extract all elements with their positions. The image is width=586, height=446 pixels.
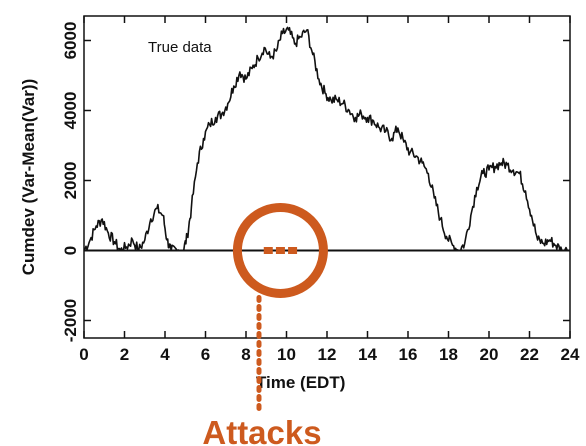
series-line-0 — [83, 26, 570, 252]
x-tick-label: 6 — [201, 345, 210, 364]
x-tick-label: 12 — [318, 345, 337, 364]
attack-label: Attacks — [202, 414, 321, 446]
x-tick-label: 18 — [439, 345, 458, 364]
x-tick-label: 16 — [399, 345, 418, 364]
series-label: True data — [148, 39, 212, 56]
y-tick-label: 6000 — [61, 22, 80, 60]
plot-frame — [83, 15, 571, 339]
y-tick-label: 2000 — [61, 162, 80, 200]
attack-marker-2 — [288, 247, 298, 254]
x-tick-label: 2 — [120, 345, 129, 364]
y-tick-label: 0 — [61, 246, 80, 255]
attack-marker-0 — [263, 247, 273, 254]
attack-marker-1 — [275, 247, 285, 254]
x-tick-label: 14 — [358, 345, 377, 364]
x-tick-label: 0 — [79, 345, 88, 364]
x-tick-label: 22 — [520, 345, 539, 364]
plot-layer: 0 2 4 6 8 10 12 14 16 18 20 22 24-20000200040006000T… — [19, 15, 580, 446]
y-tick-label: -2000 — [61, 299, 80, 342]
x-tick-label: 24 — [561, 345, 580, 364]
y-tick-label: 4000 — [61, 92, 80, 130]
x-tick-label: 8 — [241, 345, 250, 364]
y-axis-label: Cumdev (Var-Mean(Var)) — [19, 79, 38, 276]
x-axis-label: Time (EDT) — [256, 373, 345, 392]
attack-circle — [232, 203, 328, 298]
x-tick-label: 4 — [160, 345, 170, 364]
x-tick-label: 20 — [480, 345, 499, 364]
x-tick-label: 10 — [277, 345, 296, 364]
